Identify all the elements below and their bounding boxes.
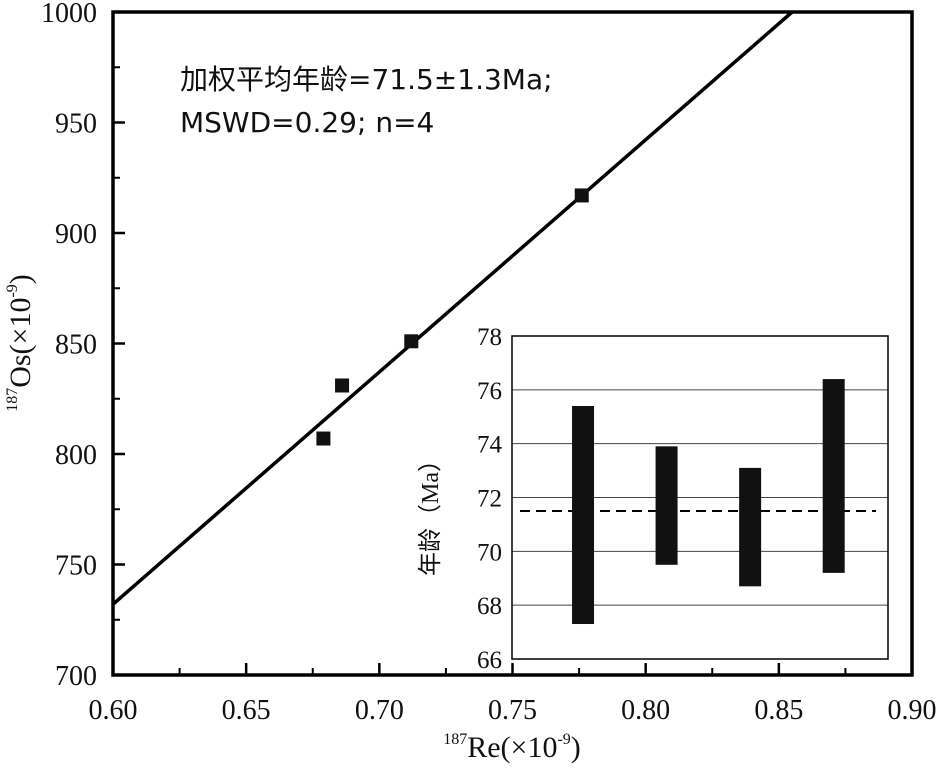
age-error-bar [822,379,845,573]
y-axis-label-exp: -9 [4,284,21,297]
annotation-weighted-age: 加权平均年龄=71.5±1.3Ma; [180,63,553,96]
inset-y-tick-label: 76 [477,378,502,405]
data-point [574,188,589,203]
inset-y-axis-label: 年龄（Ma） [417,448,444,576]
regression-line [111,10,794,606]
x-axis-label-sup: 187 [443,731,467,748]
y-tick-label: 950 [55,109,97,140]
y-tick-label: 850 [55,330,97,361]
inset-frame [511,335,889,660]
y-axis-label-close: ) [4,274,37,284]
inset-age-bars [572,379,845,625]
main-plot: 0.60 0.65 0.70 0.75 0.80 0.85 0.90 700 750 800 850… [4,0,937,764]
x-axis-label: 187Re(×10-9) [443,731,581,764]
x-tick-label: 0.70 [355,695,404,726]
inset-y-tick-label: 72 [477,486,502,513]
inset-tick-labels: 66 68 70 72 74 76 78 [477,324,503,674]
y-tick-label: 750 [55,551,97,582]
inset-y-tick-label: 68 [477,593,502,620]
inset-y-tick-label: 66 [477,647,502,674]
age-error-bar [572,405,595,625]
data-point [335,378,350,393]
y-tick-label: 700 [55,661,97,692]
y-tick-label: 800 [55,440,97,471]
y-tick-label: 1000 [41,0,97,29]
x-axis-label-exp: -9 [557,731,570,748]
main-plot-frame [111,10,914,677]
x-tick-label: 0.90 [888,695,937,726]
y-axis-label-text: Os(×10 [4,298,37,388]
x-tick-label: 0.85 [754,695,803,726]
y-tick-label: 900 [55,219,97,250]
data-points [316,188,589,446]
inset-y-tick-label: 74 [477,432,503,459]
y-axis-label-sup: 187 [4,388,21,412]
x-tick-label: 0.60 [89,695,138,726]
inset-y-tick-label: 70 [477,539,502,566]
x-tick-label: 0.80 [621,695,670,726]
main-axis-tick-labels: 0.60 0.65 0.70 0.75 0.80 0.85 0.90 700 750 800 850… [41,0,937,726]
age-error-bar [739,467,762,587]
annotation-mswd: MSWD=0.29; n=4 [180,106,434,139]
age-error-bar [655,446,678,565]
data-point [316,431,331,446]
y-axis-label: 187Os(×10-9) [4,274,37,412]
x-tick-label: 0.75 [488,695,537,726]
x-axis-label-text: Re(×10 [467,731,557,764]
inset-y-tick-label: 78 [477,324,502,351]
inset-age-plot: 66 68 70 72 74 76 78 年龄（Ma） [417,324,889,674]
x-axis-label-close: ) [571,731,581,764]
data-point [404,334,419,349]
x-tick-label: 0.65 [222,695,271,726]
